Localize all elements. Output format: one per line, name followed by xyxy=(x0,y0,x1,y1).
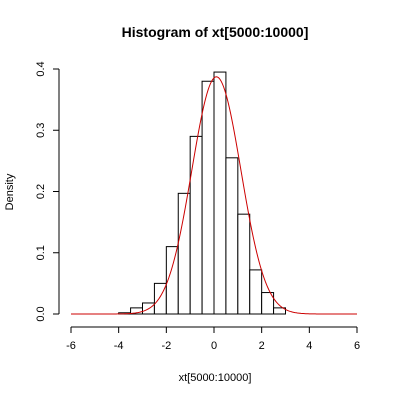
histogram-bar-7 xyxy=(201,80,215,315)
y-tick-label: 0.4 xyxy=(35,61,47,76)
histogram-bars xyxy=(118,71,287,315)
histogram-bar-11 xyxy=(249,269,263,315)
y-axis-label: Density xyxy=(4,173,16,210)
histogram-bar-9 xyxy=(225,157,239,315)
histogram-bar-6 xyxy=(189,135,203,315)
x-tick-label: -6 xyxy=(66,340,76,352)
y-axis: 0.0 0.1 0.2 0.3 0.4 xyxy=(35,61,60,322)
x-tick-label: 4 xyxy=(306,340,312,352)
y-tick-label: 0.2 xyxy=(35,184,47,199)
density-curve xyxy=(71,76,357,315)
histogram-bar-12 xyxy=(261,292,275,315)
x-tick-label: -2 xyxy=(161,340,171,352)
x-tick-label: -4 xyxy=(114,340,124,352)
x-axis-label: xt[5000:10000] xyxy=(179,372,252,384)
histogram-bar-8 xyxy=(213,71,227,315)
histogram-bar-10 xyxy=(237,213,251,315)
x-tick-label: 0 xyxy=(211,340,217,352)
y-tick-label: 0.0 xyxy=(35,306,47,321)
y-tick-label: 0.1 xyxy=(35,245,47,260)
chart-title: Histogram of xt[5000:10000] xyxy=(122,24,309,40)
x-axis: -6 -4 -2 0 2 4 6 xyxy=(66,326,360,352)
x-tick-label: 6 xyxy=(354,340,360,352)
y-tick-label: 0.3 xyxy=(35,123,47,138)
x-tick-label: 2 xyxy=(259,340,265,352)
histogram-bar-13 xyxy=(273,307,287,315)
